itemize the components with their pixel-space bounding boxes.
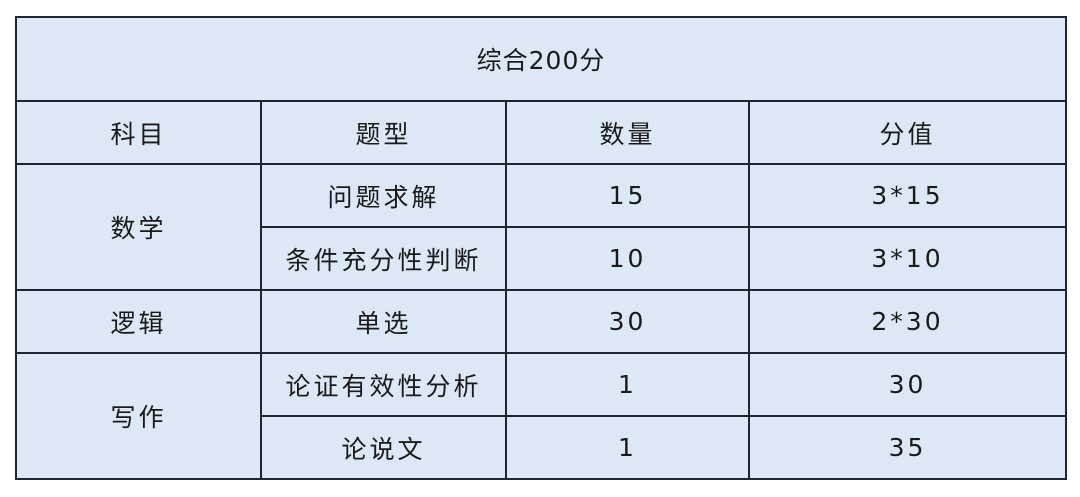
type-cell: 论证有效性分析: [260, 352, 507, 417]
score-cell: 30: [748, 352, 1067, 417]
header-row: 科目 题型 数量 分值: [15, 100, 1067, 165]
header-score: 分值: [748, 100, 1067, 165]
header-subject: 科目: [15, 100, 262, 165]
header-count: 数量: [505, 100, 750, 165]
table-row: 逻辑 单选 30 2*30: [15, 289, 1067, 354]
count-cell: 1: [505, 352, 750, 417]
type-cell: 条件充分性判断: [260, 226, 507, 291]
table-row: 数学 问题求解 15 3*15: [15, 163, 1067, 291]
header-type: 题型: [260, 100, 507, 165]
type-cell: 单选: [260, 289, 507, 354]
table-row: 写作 论证有效性分析 1 30: [15, 352, 1067, 480]
count-cell: 1: [505, 415, 750, 480]
subject-cell: 写作: [15, 352, 262, 480]
score-cell: 3*10: [748, 226, 1067, 291]
table-title: 综合200分: [15, 16, 1067, 102]
subject-cell: 数学: [15, 163, 262, 291]
exam-score-table: 综合200分 科目 题型 数量 分值 数学 问题求解 15 3*15 条件充分性…: [15, 16, 1067, 480]
score-cell: 3*15: [748, 163, 1067, 228]
table-row: 论说文 1 35: [16, 415, 1067, 480]
score-cell: 2*30: [748, 289, 1067, 354]
count-cell: 10: [505, 226, 750, 291]
count-cell: 15: [505, 163, 750, 228]
type-cell: 问题求解: [260, 163, 507, 228]
type-cell: 论说文: [260, 415, 507, 480]
score-cell: 35: [748, 415, 1067, 480]
table-row: 条件充分性判断 10 3*10: [16, 226, 1067, 291]
count-cell: 30: [505, 289, 750, 354]
subject-cell: 逻辑: [15, 289, 262, 354]
